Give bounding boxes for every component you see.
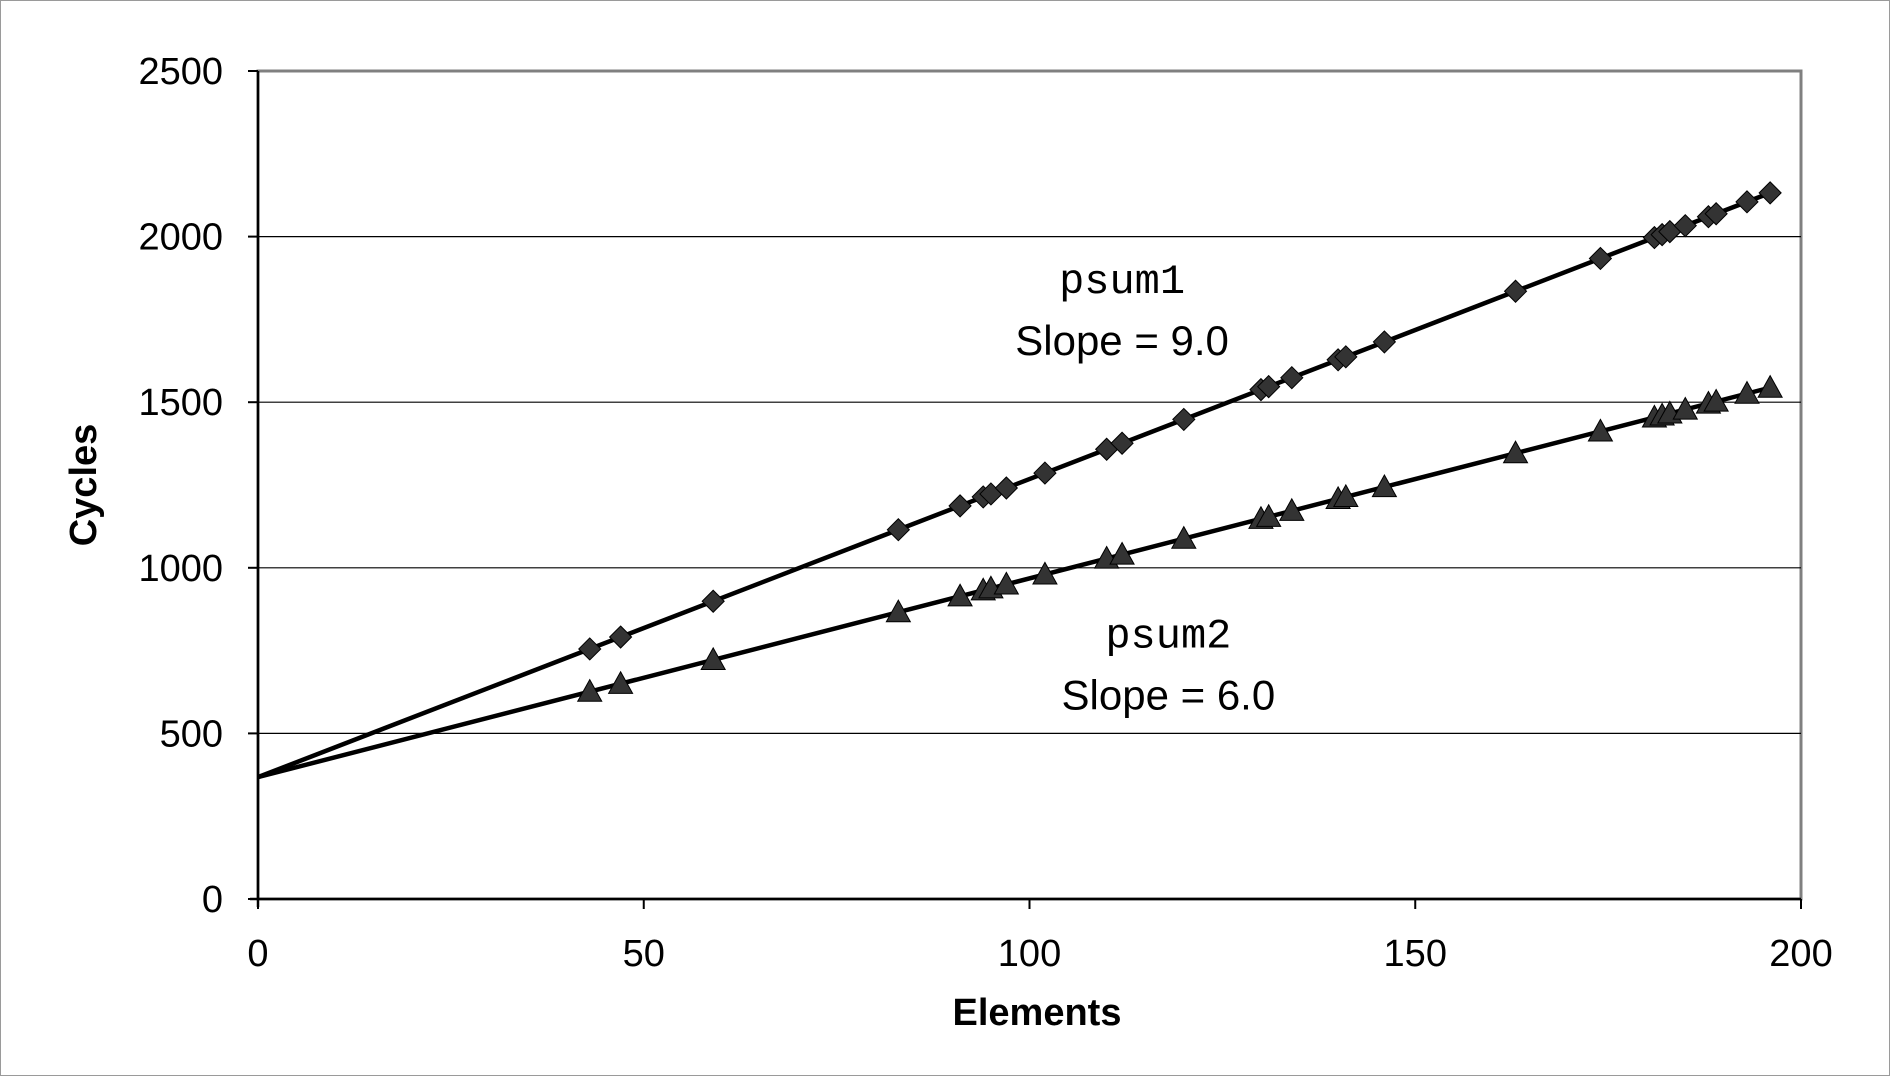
triangle-marker bbox=[1672, 396, 1699, 420]
triangle-marker bbox=[1278, 497, 1305, 521]
x-tick-label: 100 bbox=[998, 933, 1061, 975]
diamond-marker bbox=[608, 625, 633, 649]
x-tick-label: 150 bbox=[1384, 933, 1447, 975]
series-name-label: psum2 bbox=[1105, 612, 1231, 660]
y-tick-label: 0 bbox=[202, 879, 223, 921]
triangle-marker bbox=[1032, 561, 1058, 585]
triangle-marker bbox=[1255, 503, 1282, 527]
diamond-marker bbox=[1372, 330, 1397, 354]
diamond-marker bbox=[1503, 279, 1528, 303]
triangle-marker bbox=[576, 678, 603, 702]
triangle-marker bbox=[1734, 380, 1760, 404]
diamond-marker bbox=[1588, 246, 1613, 271]
y-tick-label: 2500 bbox=[138, 51, 223, 93]
triangle-marker bbox=[1703, 388, 1729, 412]
triangle-marker bbox=[1371, 473, 1398, 498]
y-tick-label: 500 bbox=[160, 713, 223, 755]
diamond-marker bbox=[886, 518, 911, 542]
y-tick-label: 1500 bbox=[138, 382, 223, 424]
x-axis-title: Elements bbox=[953, 992, 1122, 1034]
triangle-marker bbox=[1757, 374, 1783, 398]
diamond-marker bbox=[1704, 202, 1728, 226]
diamond-marker bbox=[948, 494, 972, 518]
triangle-marker bbox=[607, 670, 634, 694]
triangle-marker bbox=[1109, 541, 1135, 565]
y-axis-title: Cycles bbox=[63, 424, 105, 547]
diamond-marker bbox=[1280, 365, 1304, 390]
triangle-marker bbox=[1170, 525, 1197, 549]
y-tick-label: 2000 bbox=[138, 217, 223, 259]
diamond-marker bbox=[1256, 374, 1281, 399]
x-tick-label: 50 bbox=[623, 933, 665, 975]
triangle-marker bbox=[700, 646, 727, 670]
x-tick-label: 0 bbox=[247, 933, 268, 975]
slope-label: Slope = 6.0 bbox=[1062, 671, 1276, 718]
diamond-marker bbox=[994, 476, 1019, 500]
diamond-marker bbox=[1172, 407, 1196, 432]
diamond-marker bbox=[1334, 345, 1358, 369]
triangle-marker bbox=[1587, 418, 1614, 442]
diamond-marker bbox=[701, 589, 725, 613]
plot-area bbox=[256, 69, 1803, 901]
diamond-marker bbox=[1033, 461, 1057, 485]
slope-label: Slope = 9.0 bbox=[1015, 317, 1229, 364]
triangle-marker bbox=[993, 571, 1020, 595]
diamond-marker bbox=[1110, 431, 1134, 455]
diamond-marker bbox=[1673, 213, 1697, 238]
x-tick-label: 200 bbox=[1769, 933, 1832, 975]
diamond-marker bbox=[578, 637, 602, 661]
triangle-marker bbox=[885, 599, 912, 623]
diamond-marker bbox=[1735, 190, 1759, 214]
triangle-marker bbox=[947, 583, 973, 607]
diamond-marker bbox=[1758, 181, 1782, 205]
triangle-marker bbox=[1332, 483, 1359, 508]
triangle-marker bbox=[1502, 440, 1529, 464]
series-name-label: psum1 bbox=[1059, 258, 1185, 306]
y-tick-label: 1000 bbox=[138, 548, 223, 590]
